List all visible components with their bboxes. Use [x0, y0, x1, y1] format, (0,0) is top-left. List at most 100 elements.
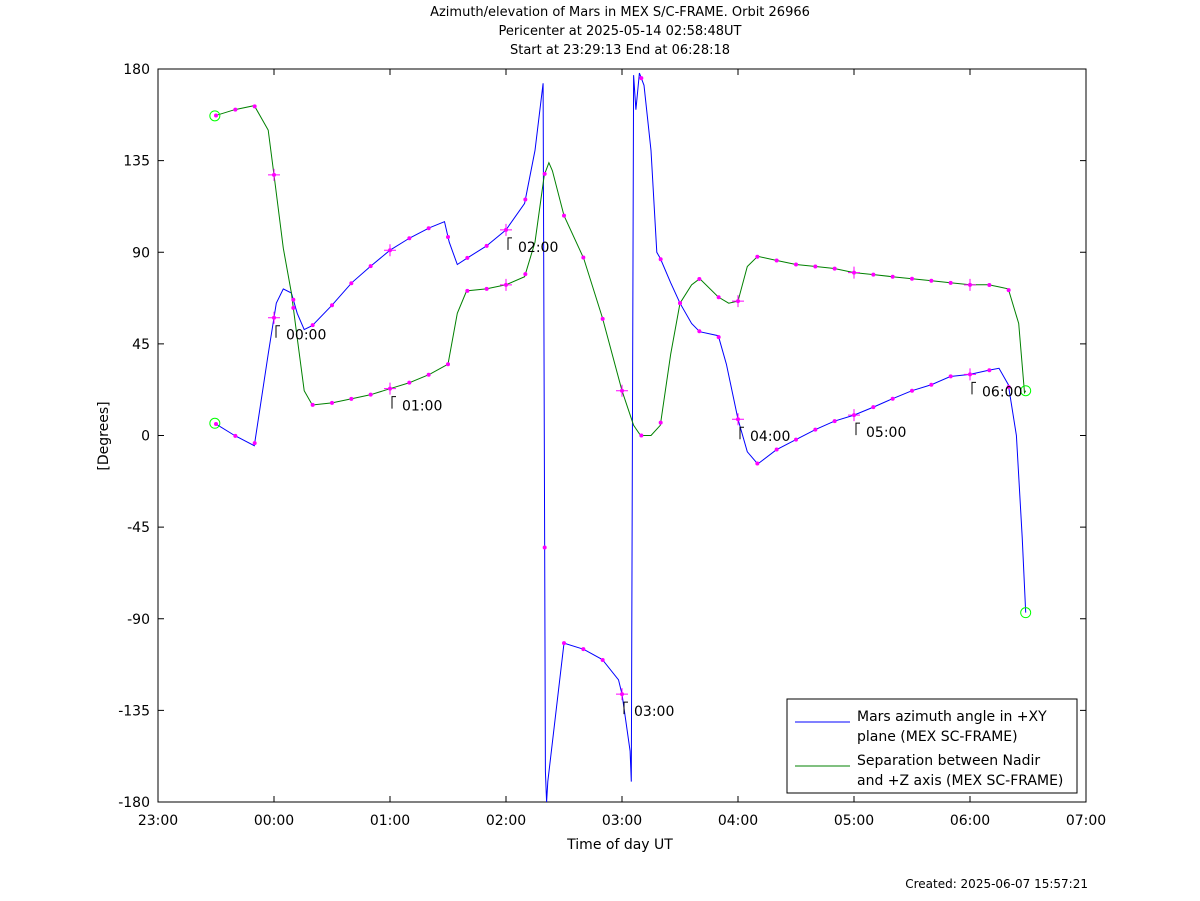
hour-cross	[732, 295, 744, 308]
sample-dot	[639, 433, 644, 438]
endpoint-marker	[209, 417, 221, 429]
sample-dot	[446, 234, 450, 239]
series-layer	[214, 72, 1027, 803]
hour-label-pointer	[507, 237, 512, 250]
sample-dot	[890, 396, 895, 401]
legend: Mars azimuth angle in +XY plane (MEX SC-…	[786, 698, 1078, 794]
sample-dot	[871, 272, 876, 277]
x-tick-label: 02:00	[486, 813, 526, 829]
chart-title: Azimuth/elevation of Mars in MEX S/C-FRA…	[430, 5, 810, 20]
sample-dot	[330, 400, 334, 405]
sample-dot	[310, 402, 315, 407]
hour-label: 04:00	[750, 429, 790, 445]
sample-dot	[910, 388, 914, 393]
sample-dot	[716, 335, 721, 340]
hour-cross	[964, 368, 976, 381]
sample-dot	[542, 545, 547, 550]
sample-dot	[929, 382, 934, 387]
endpoint-marker	[1020, 385, 1032, 397]
x-tick-label: 00:00	[254, 813, 294, 829]
legend-label-separation-line2: and +Z axis (MEX SC-FRAME)	[857, 773, 1063, 789]
sample-dot	[426, 372, 431, 377]
hour-cross	[268, 168, 280, 181]
x-axis-label: Time of day UT	[566, 837, 673, 853]
legend-label-azimuth-line1: Mars azimuth angle in +XY	[857, 709, 1047, 725]
hour-cross	[848, 266, 860, 279]
sample-dot	[330, 303, 334, 308]
sample-dot	[291, 305, 296, 310]
hour-label-pointer	[971, 381, 976, 395]
sample-dot	[214, 113, 218, 118]
sample-dot	[484, 243, 489, 248]
sample-dot	[1006, 385, 1011, 390]
chart-subtitle-pericenter: Pericenter at 2025-05-14 02:58:48UT	[498, 24, 742, 39]
sample-dot	[929, 278, 934, 283]
y-tick-label: -180	[118, 795, 150, 811]
sample-dot	[890, 274, 895, 279]
sample-dot	[716, 295, 721, 300]
sample-dot	[562, 213, 566, 218]
sample-dot	[310, 323, 315, 328]
sample-dot	[639, 76, 644, 81]
hour-label-pointer	[623, 701, 628, 715]
sample-dot	[987, 282, 992, 287]
sample-dot	[291, 297, 296, 302]
sample-dot	[426, 226, 431, 231]
x-tick-label: 04:00	[718, 813, 758, 829]
sample-dot	[871, 405, 876, 410]
hour-cross	[848, 409, 860, 422]
hour-label: 00:00	[286, 328, 326, 344]
endpoint-marker	[209, 110, 221, 122]
sample-dot	[233, 433, 238, 438]
sample-dot	[562, 641, 566, 646]
sample-dot	[755, 254, 760, 259]
sample-dot	[542, 171, 547, 176]
hour-cross	[500, 278, 512, 291]
sample-dot	[349, 396, 354, 401]
hour-cross	[384, 244, 396, 257]
sample-dot	[600, 657, 605, 662]
sample-dot	[832, 419, 837, 424]
hour-cross	[268, 311, 280, 324]
series-line-azimuth	[214, 72, 1027, 803]
axes: 23:00 00:00 01:00 02:00 03:00 04:00 05:00 06:00…	[118, 62, 1106, 829]
hour-label-pointer	[275, 325, 280, 338]
sample-dot	[523, 197, 528, 202]
sample-dot	[465, 288, 470, 293]
y-tick-label: 135	[123, 154, 150, 170]
x-tick-label: 07:00	[1066, 813, 1106, 829]
sample-dot	[774, 258, 779, 263]
x-tick-label: 01:00	[370, 813, 410, 829]
y-tick-label: 90	[132, 245, 150, 261]
hour-cross	[616, 384, 628, 397]
legend-label-azimuth-line2: plane (MEX SC-FRAME)	[857, 729, 1018, 745]
y-tick-label: 45	[132, 337, 150, 353]
sample-dot	[446, 362, 450, 367]
y-tick-label: 180	[123, 62, 150, 78]
x-tick-label: 06:00	[950, 813, 990, 829]
sample-dot	[948, 280, 953, 285]
sample-dot	[774, 447, 779, 452]
hour-label: 03:00	[634, 704, 674, 720]
y-axis-label: [Degrees]	[96, 401, 112, 470]
y-tick-label: -90	[127, 612, 150, 628]
sample-dot	[581, 255, 586, 260]
sample-dot	[407, 236, 412, 241]
hour-cross	[500, 223, 512, 236]
chart-subtitle-timespan: Start at 23:29:13 End at 06:28:18	[509, 43, 731, 58]
x-tick-label: 05:00	[834, 813, 874, 829]
sample-dot	[987, 368, 992, 373]
hour-cross	[384, 382, 396, 395]
sample-dot	[368, 264, 373, 269]
sample-dot	[658, 257, 663, 262]
legend-box	[786, 698, 1078, 794]
sample-dot	[697, 329, 702, 334]
sample-dot	[794, 262, 798, 267]
y-tick-label: -135	[118, 703, 150, 719]
hour-label: 05:00	[866, 425, 906, 441]
sample-dot	[600, 316, 605, 321]
sample-dot	[948, 374, 953, 379]
sample-dot	[233, 107, 238, 112]
marker-layer: 00:00 01:00 02:00 03:00 04:00 05:00 06:00	[209, 76, 1032, 720]
